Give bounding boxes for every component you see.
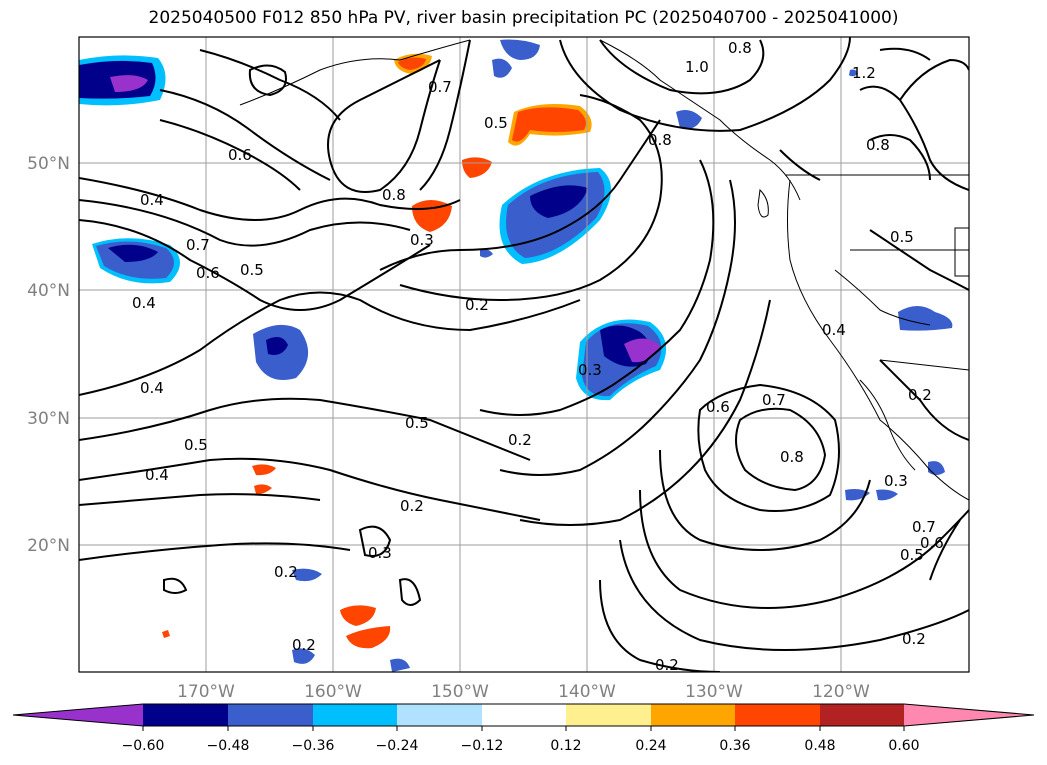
- lon-label: 150°W: [431, 682, 489, 702]
- colorbar-tick-label: 0.48: [804, 738, 835, 754]
- lon-label: 170°W: [177, 682, 235, 702]
- colorbar-segment: [313, 704, 397, 726]
- contour-label: 0.3: [410, 231, 434, 249]
- contour-label: 0.5: [890, 228, 914, 246]
- lon-label: 160°W: [304, 682, 362, 702]
- contour-label: 0.6: [706, 398, 730, 416]
- contour-label: 0.7: [912, 518, 936, 536]
- contour-label: 0.5: [900, 546, 924, 564]
- contour-label: 0.2: [465, 296, 489, 314]
- contour-label: 1.2: [852, 64, 876, 82]
- colorbar-segment: [566, 704, 651, 726]
- colorbar-segment: [735, 704, 820, 726]
- contour-label: 0.2: [292, 636, 316, 654]
- colorbar-tick-label: 0.12: [550, 738, 581, 754]
- contour-label: 0.3: [884, 472, 908, 490]
- colorbar-segment: [820, 704, 904, 726]
- colorbar-extend-high: [904, 704, 1034, 726]
- contour-label: 0.5: [405, 414, 429, 432]
- contour-label: 0.2: [908, 386, 932, 404]
- contour-label: 0.7: [428, 78, 452, 96]
- contour-label: 0.2: [508, 431, 532, 449]
- contour-label: 0.7: [186, 236, 210, 254]
- colorbar-tick-label: 0.36: [719, 738, 750, 754]
- contour-label: 0.3: [368, 544, 392, 562]
- colorbar-tick-label: −0.12: [461, 738, 504, 754]
- contour-label: 0.8: [382, 186, 406, 204]
- colorbar-segment: [143, 704, 228, 726]
- colorbar-tick-label: −0.48: [207, 738, 250, 754]
- longitude-axis: 170°W 160°W 150°W 140°W 130°W 120°W: [177, 682, 870, 702]
- contour-label: 0.8: [780, 448, 804, 466]
- contour-label: 0.6: [196, 264, 220, 282]
- colorbar-extend-low: [13, 704, 143, 726]
- contour-label: 0.8: [648, 131, 672, 149]
- contour-label: 0.8: [728, 39, 752, 57]
- coastlines: [239, 39, 969, 501]
- colorbar-tick-label: 0.60: [888, 738, 919, 754]
- gridlines: [79, 37, 969, 672]
- lon-label: 140°W: [558, 682, 616, 702]
- lat-label: 20°N: [27, 536, 70, 556]
- colorbar-segment: [228, 704, 313, 726]
- colorbar-segment: [482, 704, 566, 726]
- colorbar: −0.60 −0.48 −0.36 −0.24 −0.12 0.12 0.24 …: [12, 703, 1035, 754]
- contour-label: 0.2: [655, 656, 679, 674]
- contour-label: 0.4: [140, 379, 164, 397]
- colorbar-segment: [651, 704, 735, 726]
- contour-label: 0.6: [228, 146, 252, 164]
- contour-label: 0.3: [578, 361, 602, 379]
- map-title: 2025040500 F012 850 hPa PV, river basin …: [148, 8, 899, 28]
- contour-label: 0.5: [484, 114, 508, 132]
- plot-frame: [78, 36, 970, 673]
- contour-label: 0.2: [274, 563, 298, 581]
- contour-label: 0.4: [132, 294, 156, 312]
- contour-label: 0.4: [140, 191, 164, 209]
- lon-label: 130°W: [685, 682, 743, 702]
- contour-label: 0.6: [920, 534, 944, 552]
- lon-label: 120°W: [812, 682, 870, 702]
- contour-label: 1.0: [685, 58, 709, 76]
- precipitation-shading: [79, 39, 953, 672]
- lat-label: 50°N: [27, 154, 70, 174]
- latitude-axis: 50°N 40°N 30°N 20°N: [27, 154, 70, 556]
- contour-label: 0.4: [145, 466, 169, 484]
- lat-label: 40°N: [27, 281, 70, 301]
- colorbar-tick-label: 0.24: [635, 738, 666, 754]
- colorbar-tick-label: −0.60: [122, 738, 165, 754]
- contour-label: 0.4: [822, 321, 846, 339]
- contour-labels: 0.8 1.2 0.7 1.0 0.5 0.8 0.8 0.6 0.4 0.8 …: [132, 39, 944, 674]
- lat-label: 30°N: [27, 409, 70, 429]
- colorbar-tick-label: −0.36: [292, 738, 335, 754]
- contour-label: 0.2: [902, 630, 926, 648]
- colorbar-segment: [397, 704, 482, 726]
- contour-label: 0.8: [866, 136, 890, 154]
- contour-label: 0.5: [240, 261, 264, 279]
- contour-label: 0.2: [400, 497, 424, 515]
- contour-label: 0.7: [762, 391, 786, 409]
- contour-label: 0.5: [184, 436, 208, 454]
- pv-contours: [79, 37, 969, 672]
- colorbar-tick-label: −0.24: [376, 738, 419, 754]
